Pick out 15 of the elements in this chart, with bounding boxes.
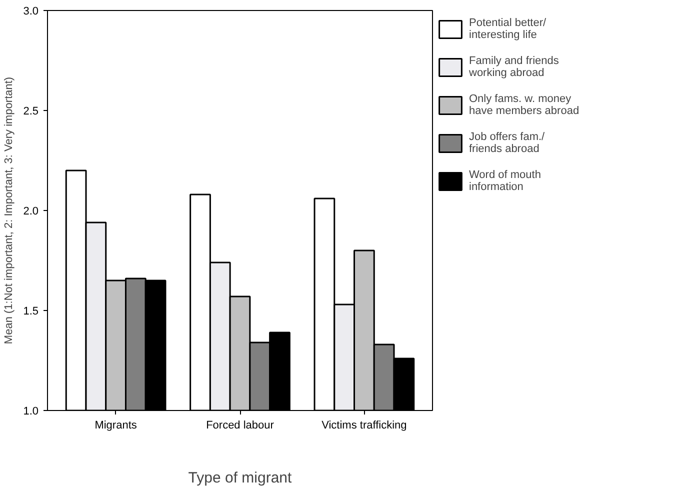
- y-tick-label: 1.5: [23, 306, 39, 318]
- x-tick-label: Victims trafficking: [322, 420, 407, 432]
- legend-label: Family and friends working abroad: [469, 54, 559, 81]
- legend-label: Job offers fam./ friends abroad: [469, 130, 545, 157]
- y-tick-label: 1.0: [23, 406, 39, 418]
- legend-label: Only fams. w. money have members abroad: [469, 92, 580, 119]
- y-axis-title: Mean (1:Not important, 2: Important, 3: Very important): [3, 76, 16, 344]
- y-tick-label: 3.0: [23, 6, 39, 18]
- legend-label: Potential better/ interesting life: [469, 16, 546, 43]
- y-tick-label: 2.0: [23, 206, 39, 218]
- x-tick-label: Forced labour: [206, 420, 274, 432]
- x-axis-title: Type of migrant: [188, 470, 293, 486]
- legend-label: Word of mouth information: [469, 168, 541, 195]
- x-tick-label: Migrants: [94, 420, 138, 432]
- y-tick-label: 2.5: [23, 106, 39, 118]
